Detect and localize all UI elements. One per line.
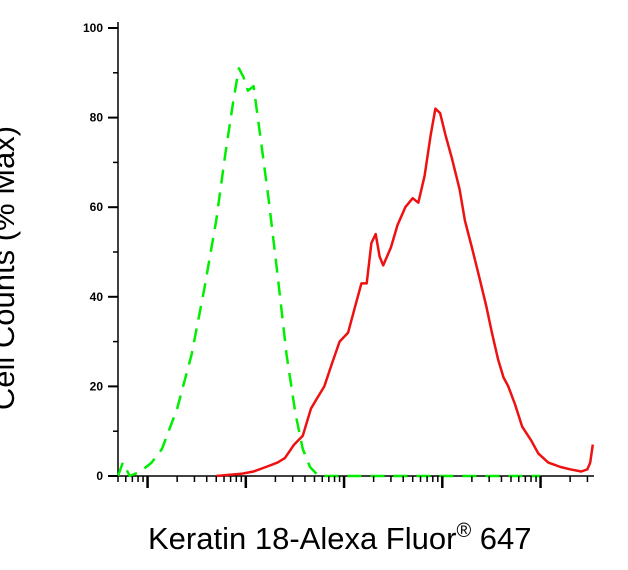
series-layer (116, 67, 595, 478)
registered-mark: ® (456, 520, 472, 542)
y-ticks: 0 20 40 60 80 100 (83, 21, 118, 483)
axes (117, 22, 594, 477)
y-tick-label: 40 (90, 290, 104, 304)
x-axis-label: Keratin 18-Alexa Fluor® 647 (148, 520, 532, 557)
series-line-sample (216, 107, 595, 478)
x-axis-label-text: Keratin 18-Alexa Fluor (148, 521, 457, 556)
x-axis-label-suffix: 647 (471, 521, 532, 556)
series-line-control (116, 67, 541, 478)
y-tick-label: 20 (90, 379, 104, 393)
y-tick-label: 100 (83, 21, 103, 35)
y-tick-label: 80 (90, 111, 104, 125)
x-ticks (117, 476, 589, 488)
y-tick-label: 0 (96, 469, 103, 483)
y-tick-label: 60 (90, 200, 104, 214)
